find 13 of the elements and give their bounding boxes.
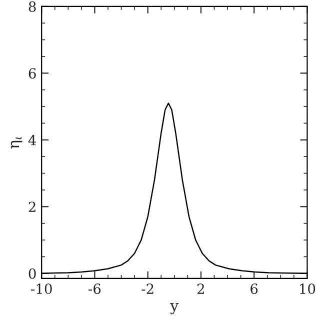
y-tick-label: 2 [28, 202, 36, 212]
x-axis-title: y [170, 302, 179, 314]
x-tick-label: 6 [250, 284, 258, 294]
x-tick-label: -10 [31, 284, 52, 294]
y-tick-label: 8 [28, 1, 36, 12]
y-tick-label: 6 [28, 68, 36, 79]
x-tick-label: 2 [197, 284, 204, 294]
x-tick-label: -6 [88, 284, 101, 294]
y-tick-label: 4 [28, 134, 36, 146]
y-axis-title: η$_{ι}$ [10, 136, 22, 149]
y-tick-label: 0 [28, 268, 36, 279]
x-tick-label: 10 [300, 284, 316, 294]
x-tick-label: -2 [142, 284, 154, 294]
